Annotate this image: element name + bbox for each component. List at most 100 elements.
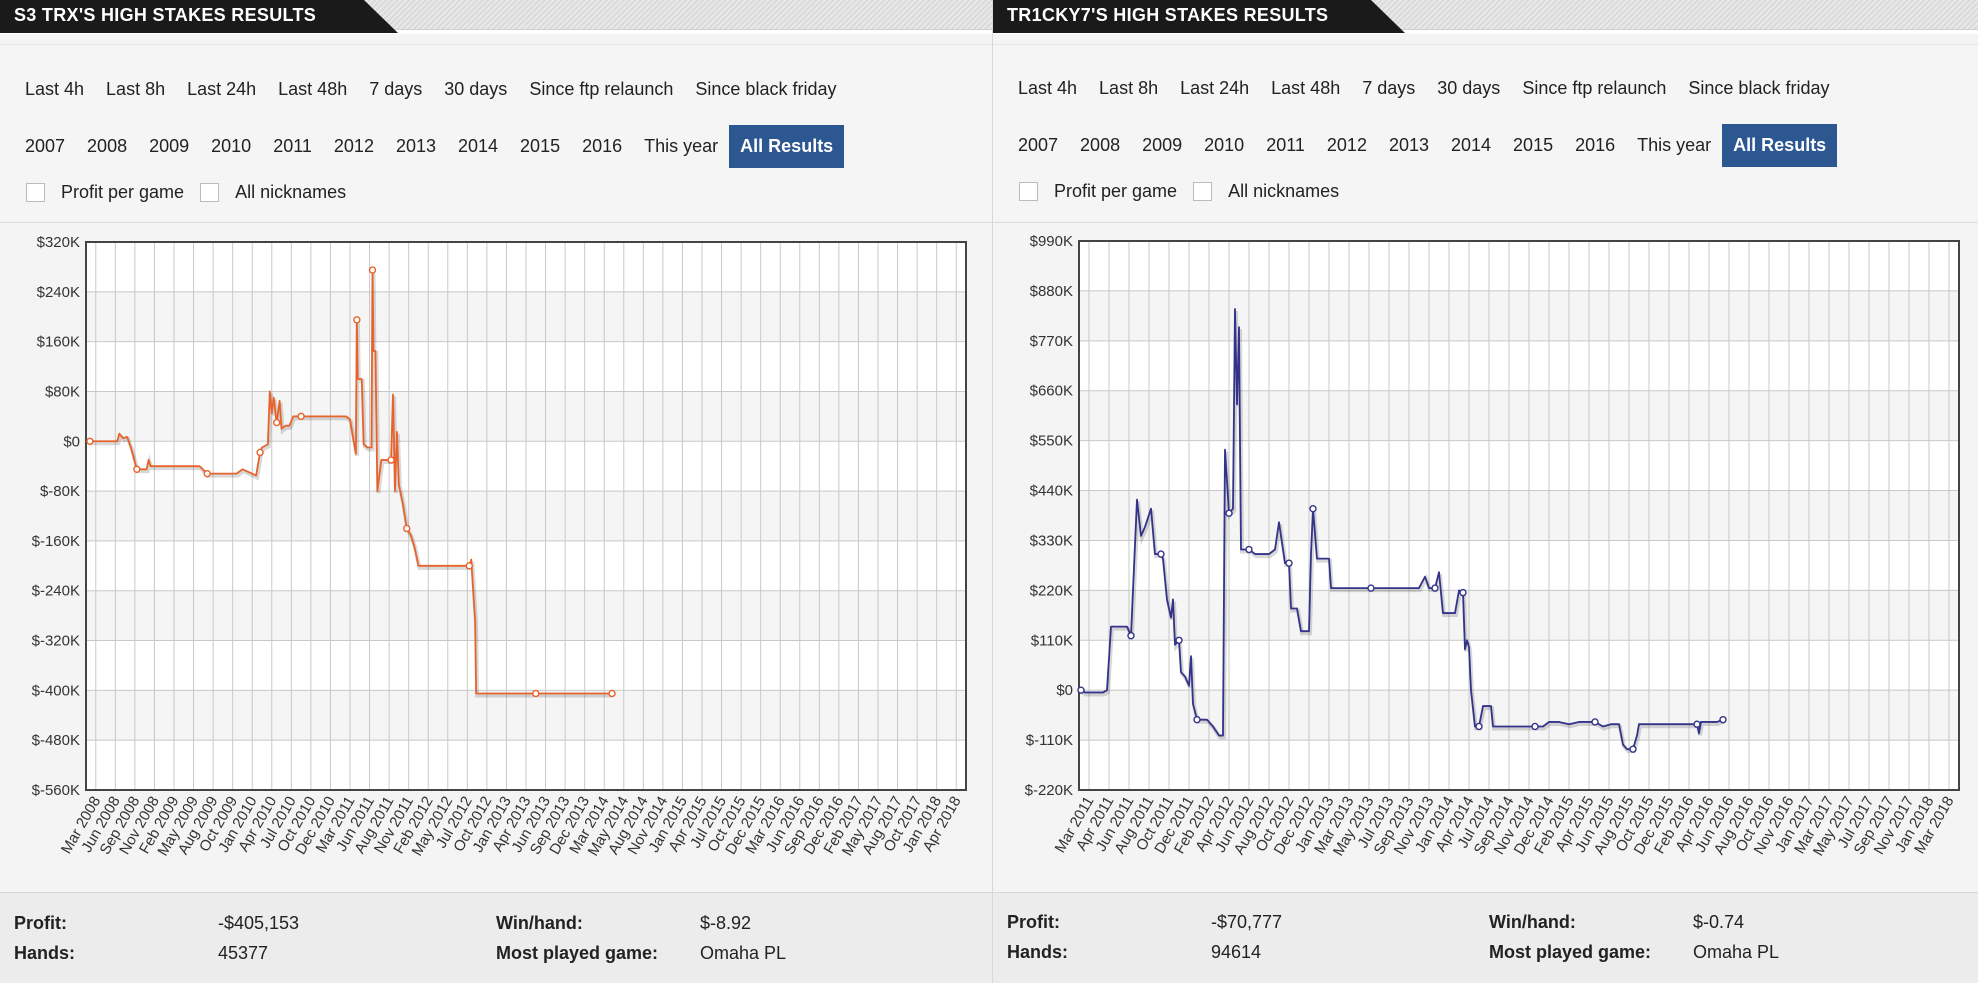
hands-value: 94614 bbox=[1211, 942, 1262, 962]
grid-band bbox=[1079, 540, 1959, 591]
filter-2011[interactable]: 2011 bbox=[1266, 135, 1305, 155]
all-nicknames-checkbox[interactable]: All nicknames bbox=[1193, 181, 1339, 202]
data-point bbox=[256, 448, 264, 457]
data-point bbox=[1629, 745, 1637, 753]
data-point bbox=[203, 469, 211, 478]
profit-label: Profit: bbox=[14, 913, 67, 933]
data-point bbox=[1693, 720, 1701, 728]
y-tick-label: $880K bbox=[1030, 283, 1073, 300]
data-point bbox=[1531, 722, 1539, 731]
filter-last-4h[interactable]: Last 4h bbox=[25, 79, 85, 99]
y-tick-label: $330K bbox=[1030, 532, 1073, 549]
filter-2014[interactable]: 2014 bbox=[458, 136, 499, 156]
filter-2010[interactable]: 2010 bbox=[211, 136, 252, 156]
filter-2010[interactable]: 2010 bbox=[1204, 135, 1245, 155]
filter-since-black-friday[interactable]: Since black friday bbox=[695, 79, 837, 99]
filter-2011[interactable]: 2011 bbox=[273, 136, 312, 156]
filter-30-days[interactable]: 30 days bbox=[444, 79, 508, 99]
checkbox-box[interactable] bbox=[1019, 182, 1038, 201]
filter-last-8h[interactable]: Last 8h bbox=[1099, 78, 1159, 98]
stats-bar: Profit: -$70,777 Hands: 94614 Win/hand: … bbox=[993, 892, 1978, 983]
data-point bbox=[1127, 632, 1135, 640]
filter-2014[interactable]: 2014 bbox=[1451, 135, 1492, 155]
most-played-game-label: Most played game: bbox=[496, 943, 659, 963]
win-per-hand-label: Win/hand: bbox=[496, 913, 583, 933]
data-point bbox=[1225, 509, 1233, 517]
filter-all-results[interactable]: All Results bbox=[729, 125, 845, 168]
y-tick-label: $-400K bbox=[32, 682, 80, 699]
filter-this-year[interactable]: This year bbox=[644, 136, 719, 156]
y-tick-label: $160K bbox=[37, 334, 80, 351]
checkbox-label: Profit per game bbox=[1054, 181, 1178, 201]
filter-since-ftp-relaunch[interactable]: Since ftp relaunch bbox=[529, 79, 674, 99]
header-stripe-decoration bbox=[1343, 0, 1978, 30]
filter-2015[interactable]: 2015 bbox=[1513, 135, 1554, 155]
profit-label: Profit: bbox=[1007, 912, 1060, 932]
plot-frame bbox=[85, 241, 967, 791]
grid-band bbox=[1079, 241, 1959, 291]
filter-since-ftp-relaunch[interactable]: Since ftp relaunch bbox=[1522, 78, 1667, 98]
grid-band bbox=[1079, 390, 1959, 441]
filter-7-days[interactable]: 7 days bbox=[1362, 78, 1416, 98]
y-tick-label: $80K bbox=[45, 383, 80, 400]
profit-per-game-checkbox[interactable]: Profit per game bbox=[1019, 181, 1177, 202]
filter-last-24h[interactable]: Last 24h bbox=[1180, 78, 1250, 98]
filter-last-48h[interactable]: Last 48h bbox=[278, 79, 348, 99]
filter-2013[interactable]: 2013 bbox=[395, 136, 436, 156]
data-point bbox=[1459, 588, 1467, 597]
most-played-game-value: Omaha PL bbox=[1693, 942, 1780, 962]
grid-band bbox=[1079, 640, 1959, 691]
data-point bbox=[133, 465, 141, 473]
data-point bbox=[1157, 550, 1165, 558]
filter-2008[interactable]: 2008 bbox=[1080, 135, 1121, 155]
profit-per-game-checkbox[interactable]: Profit per game bbox=[26, 182, 184, 203]
panel-title: S3 TRX'S HIGH STAKES RESULTS bbox=[0, 0, 398, 33]
y-tick-label: $110K bbox=[1031, 632, 1073, 649]
checkbox-box[interactable] bbox=[1193, 182, 1213, 201]
filter-this-year[interactable]: This year bbox=[1637, 135, 1712, 155]
filter-2008[interactable]: 2008 bbox=[87, 136, 128, 156]
grid-band bbox=[1079, 690, 1959, 741]
y-tick-label: $-160K bbox=[32, 533, 80, 550]
y-tick-label: $-320K bbox=[32, 633, 80, 650]
all-nicknames-checkbox[interactable]: All nicknames bbox=[200, 182, 346, 203]
panel-title: TR1CKY7'S HIGH STAKES RESULTS bbox=[993, 0, 1405, 33]
data-point bbox=[1431, 584, 1439, 592]
data-point bbox=[1591, 718, 1599, 726]
checkbox-box[interactable] bbox=[26, 183, 45, 202]
y-tick-label: $770K bbox=[1030, 333, 1073, 350]
data-point bbox=[272, 418, 281, 427]
filter-2012[interactable]: 2012 bbox=[1326, 135, 1367, 155]
y-tick-label: $320K bbox=[37, 234, 80, 251]
filter-2007[interactable]: 2007 bbox=[1018, 135, 1059, 155]
filter-last-4h[interactable]: Last 4h bbox=[1018, 78, 1078, 98]
profit-chart-area: Mar 2008 Jun 2008 Sep 2008 Nov 2008 Feb 2009… bbox=[0, 222, 992, 892]
filter-2016[interactable]: 2016 bbox=[582, 136, 623, 156]
checkbox-box[interactable] bbox=[200, 183, 220, 202]
grid-band bbox=[1079, 740, 1959, 790]
filter-2009[interactable]: 2009 bbox=[1142, 135, 1183, 155]
y-tick-label: $220K bbox=[1030, 582, 1073, 599]
filter-2007[interactable]: 2007 bbox=[25, 136, 66, 156]
data-point bbox=[532, 689, 540, 698]
filter-2012[interactable]: 2012 bbox=[333, 136, 374, 156]
filter-last-8h[interactable]: Last 8h bbox=[106, 79, 166, 99]
filter-2015[interactable]: 2015 bbox=[520, 136, 561, 156]
data-point bbox=[387, 456, 395, 464]
filter-since-black-friday[interactable]: Since black friday bbox=[1688, 78, 1830, 98]
year-filter-row: 2007 2008 2009 2010 2011 2012 2013 2014 2015 2016… bbox=[14, 125, 845, 168]
data-point bbox=[353, 316, 361, 324]
filter-2016[interactable]: 2016 bbox=[1575, 135, 1616, 155]
left-player-panel: S3 TRX'S HIGH STAKES RESULTS Last 4h Last… bbox=[0, 0, 992, 983]
filter-last-24h[interactable]: Last 24h bbox=[187, 79, 257, 99]
filter-2013[interactable]: 2013 bbox=[1388, 135, 1429, 155]
filter-30-days[interactable]: 30 days bbox=[1437, 78, 1501, 98]
time-filter-section: Last 4h Last 8h Last 24h Last 48h 7 days 30 d… bbox=[993, 44, 1978, 220]
filter-last-48h[interactable]: Last 48h bbox=[1271, 78, 1341, 98]
filter-all-results[interactable]: All Results bbox=[1722, 124, 1838, 167]
filter-7-days[interactable]: 7 days bbox=[369, 79, 423, 99]
filter-2009[interactable]: 2009 bbox=[149, 136, 190, 156]
year-filter-row: 2007 2008 2009 2010 2011 2012 2013 2014 2015 2016… bbox=[1007, 124, 1838, 167]
hands-label: Hands: bbox=[1007, 942, 1069, 962]
